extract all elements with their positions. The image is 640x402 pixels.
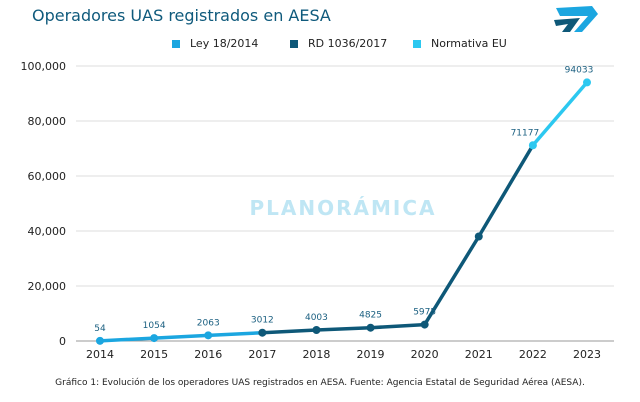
y-tick-label: 60,000 (28, 170, 67, 183)
data-label: 1054 (143, 321, 166, 331)
x-tick-label: 2019 (357, 348, 385, 361)
x-tick-label: 2023 (573, 348, 601, 361)
x-tick-label: 2020 (411, 348, 439, 361)
plot-area: 0 20,000 40,000 60,000 80,000 100,000 2014 2015… (21, 60, 614, 361)
logo-icon (554, 6, 598, 32)
data-point (150, 334, 159, 343)
data-point (204, 331, 213, 340)
series-line (531, 81, 589, 147)
chart-caption: Gráfico 1: Evolución de los operadores U… (55, 378, 585, 388)
data-label: 4003 (305, 313, 328, 323)
y-tick-label: 0 (59, 335, 66, 348)
legend-swatch (290, 39, 298, 48)
chart-title: Operadores UAS registrados en AESA (32, 6, 331, 25)
legend-label: Normativa EU (431, 37, 507, 50)
x-tick-label: 2022 (519, 348, 547, 361)
x-tick-label: 2017 (248, 348, 276, 361)
data-label: 54 (94, 324, 106, 334)
x-tick-label: 2021 (465, 348, 493, 361)
y-tick-label: 80,000 (28, 115, 67, 128)
data-label: 2063 (197, 318, 220, 328)
data-point (474, 232, 483, 241)
legend-item-eu: Normativa EU (413, 37, 507, 50)
legend-swatch (172, 39, 180, 48)
legend-label: Ley 18/2014 (190, 37, 259, 50)
series-line (262, 144, 535, 335)
data-label: 94033 (565, 65, 594, 75)
data-point (420, 320, 429, 329)
data-point (583, 78, 591, 87)
legend-item-ley: Ley 18/2014 (172, 37, 258, 50)
y-tick-label: 20,000 (28, 280, 67, 293)
legend-swatch (413, 39, 421, 48)
x-tick-label: 2016 (194, 348, 222, 361)
x-tick-label: 2018 (302, 348, 330, 361)
y-tick-label: 40,000 (28, 225, 67, 238)
data-point (96, 336, 104, 345)
data-label: 3012 (251, 316, 274, 326)
legend-item-rd: RD 1036/2017 (290, 37, 387, 50)
x-tick-label: 2014 (86, 348, 114, 361)
data-label: 4825 (359, 311, 382, 321)
y-tick-label: 100,000 (21, 60, 67, 73)
data-label: 71177 (511, 128, 540, 138)
data-point (258, 328, 267, 337)
data-label: 5975 (413, 308, 436, 318)
data-point (366, 323, 375, 332)
legend-label: RD 1036/2017 (308, 37, 388, 50)
data-point (312, 325, 321, 334)
watermark: PLANORÁMICA (250, 196, 437, 220)
data-point (528, 141, 537, 150)
series-line (99, 330, 263, 343)
x-tick-label: 2015 (140, 348, 168, 361)
